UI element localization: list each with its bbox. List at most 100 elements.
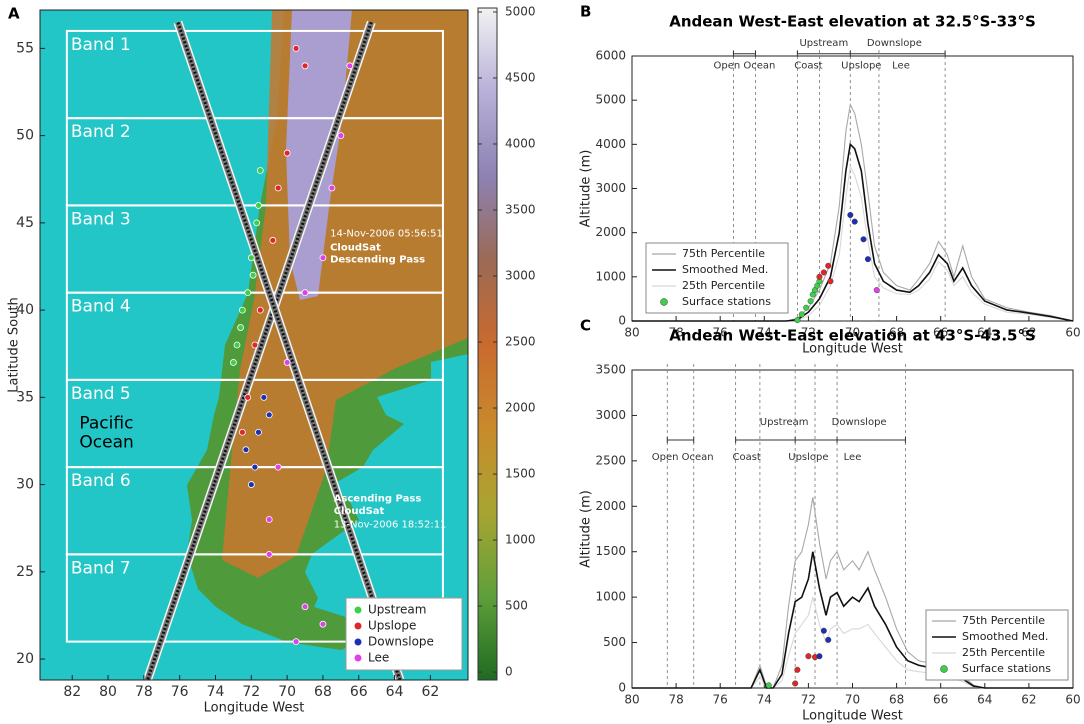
x-tick-label: 80 <box>624 693 639 707</box>
map-annotation: 14-Nov-2006 05:56:51 <box>330 228 443 239</box>
station <box>244 393 252 401</box>
x-axis-label: Longitude West <box>802 342 903 357</box>
station <box>301 289 309 297</box>
surface-station <box>794 317 801 324</box>
colorbar-label: 500 <box>505 599 528 613</box>
y-axis-label: Altitude (m) <box>579 150 594 228</box>
station <box>251 341 259 349</box>
surface-station <box>803 304 810 311</box>
x-tick-label: 64 <box>386 684 404 700</box>
surface-station <box>792 680 799 687</box>
section-label: Upstream <box>760 417 809 428</box>
section-label: Downslope <box>867 38 922 49</box>
x-tick-label: 72 <box>242 684 260 700</box>
y-tick-label: 6000 <box>595 49 626 63</box>
x-tick-label: 68 <box>889 326 904 340</box>
band-label: Band 6 <box>71 471 131 491</box>
x-tick-label: 66 <box>350 684 368 700</box>
track-core <box>144 21 375 680</box>
x-tick-label: 66 <box>933 326 948 340</box>
x-tick-label: 62 <box>1021 693 1036 707</box>
legend-label: Smoothed Med. <box>962 630 1048 643</box>
station <box>274 184 282 192</box>
colorbar-label: 3500 <box>505 202 536 216</box>
map-annotation: CloudSat <box>334 506 385 517</box>
surface-station <box>805 653 812 660</box>
x-tick-label: 62 <box>1021 326 1036 340</box>
y-tick-label: 3000 <box>595 408 626 422</box>
station <box>337 132 345 140</box>
track-core <box>175 21 403 680</box>
station <box>238 428 246 436</box>
colorbar-label: 5000 <box>505 4 536 18</box>
y-tick-label: 2500 <box>595 453 626 467</box>
y-tick-label: 0 <box>618 314 626 328</box>
x-tick-label: 72 <box>801 693 816 707</box>
y-tick-label: 30 <box>16 477 34 493</box>
section-label: Upstream <box>799 38 848 49</box>
station <box>238 306 246 314</box>
x-tick-label: 76 <box>713 326 728 340</box>
x-tick-label: 78 <box>135 684 153 700</box>
y-tick-label: 55 <box>16 40 34 56</box>
legend-label: Surface stations <box>682 295 771 308</box>
station <box>274 463 282 471</box>
colorbar-label: 4500 <box>505 70 536 84</box>
chart-title: Andean West-East elevation at 32.5°S-33°… <box>669 13 1036 31</box>
x-tick-label: 74 <box>757 693 772 707</box>
legend-marker <box>660 298 668 306</box>
x-tick-label: 64 <box>977 693 992 707</box>
band-label: Band 1 <box>71 35 131 55</box>
legend-label: Smoothed Med. <box>682 263 768 276</box>
station <box>319 620 327 628</box>
colorbar-label: 2000 <box>505 401 536 415</box>
y-tick-label: 500 <box>603 635 626 649</box>
map-annotation: Descending Pass <box>330 255 425 266</box>
legend-box <box>925 609 1069 681</box>
surface-station <box>816 653 823 660</box>
legend-marker <box>354 654 362 662</box>
station <box>230 359 237 366</box>
station <box>269 236 277 244</box>
section-label: Open Ocean <box>714 61 776 72</box>
y-tick-label: 50 <box>16 128 34 144</box>
surface-station <box>827 278 834 285</box>
panel-letter: A <box>8 5 20 23</box>
y-tick-label: 0 <box>618 681 626 695</box>
surface-station <box>860 236 867 243</box>
section-label: Lee <box>844 452 862 463</box>
y-tick-label: 20 <box>16 651 34 667</box>
legend-label: 25th Percentile <box>962 646 1045 659</box>
section-label: Upslope <box>841 61 881 72</box>
profile-line <box>632 142 1074 322</box>
y-tick-label: 35 <box>16 389 34 405</box>
x-tick-label: 60 <box>1065 326 1080 340</box>
section-label: Open Ocean <box>652 452 714 463</box>
legend-marker <box>354 622 362 630</box>
legend-box <box>345 597 463 671</box>
station <box>244 289 252 297</box>
colorbar-label: 4000 <box>505 136 536 150</box>
section-label: Coast <box>732 452 760 463</box>
section-label: Coast <box>794 61 822 72</box>
x-tick-label: 82 <box>63 684 81 700</box>
surface-station <box>825 636 832 643</box>
y-tick-label: 1000 <box>595 269 626 283</box>
surface-station <box>847 211 854 218</box>
surface-station <box>765 682 772 689</box>
station <box>260 393 268 401</box>
x-tick-label: 76 <box>713 693 728 707</box>
map-annotation: Ascending Pass <box>334 494 422 505</box>
colorbar <box>477 7 498 681</box>
x-tick-label: 74 <box>207 684 225 700</box>
legend-label: Upstream <box>368 603 426 617</box>
station <box>301 603 309 611</box>
station <box>346 62 354 70</box>
legend-label: 75th Percentile <box>962 614 1045 627</box>
station <box>265 516 273 523</box>
band-label: Band 4 <box>71 297 131 317</box>
x-tick-label: 64 <box>977 326 992 340</box>
band-label: Band 2 <box>71 122 131 142</box>
x-tick-label: 70 <box>845 693 860 707</box>
legend-label: Upslope <box>368 619 416 633</box>
